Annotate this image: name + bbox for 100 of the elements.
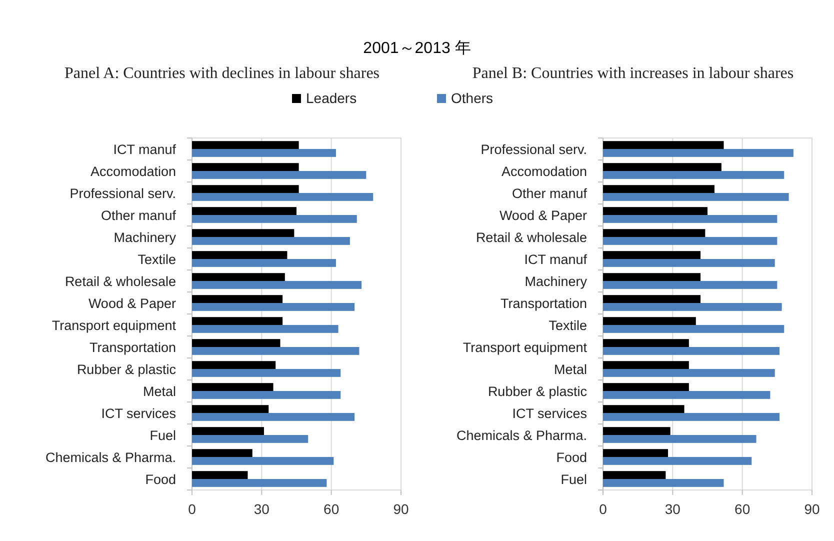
y-tick-label: Textile — [548, 318, 587, 333]
legend-label: Leaders — [306, 90, 357, 106]
bar — [603, 149, 794, 157]
bar — [603, 457, 752, 465]
y-tick-label: ICT services — [512, 406, 588, 421]
y-tick-label: Transport equipment — [462, 340, 588, 355]
bar — [192, 215, 357, 223]
bar — [603, 229, 706, 237]
bar — [192, 251, 288, 259]
bar — [603, 273, 701, 281]
bar — [603, 215, 778, 223]
y-tick-label: Metal — [142, 384, 176, 399]
bar — [192, 163, 299, 171]
y-tick-label: Professional serv. — [70, 186, 176, 201]
bar — [192, 427, 264, 435]
bar — [603, 141, 724, 149]
bar — [192, 141, 299, 149]
y-tick-label: Machinery — [114, 230, 176, 245]
bar — [603, 163, 722, 171]
y-tick-label: Fuel — [150, 428, 176, 443]
y-tick-label: Rubber & plastic — [488, 384, 588, 399]
bar — [192, 273, 285, 281]
y-tick-label: Transportation — [89, 340, 176, 355]
bar — [192, 185, 299, 193]
bar — [192, 237, 350, 245]
bar — [603, 325, 784, 333]
y-tick-label: Wood & Paper — [499, 208, 588, 223]
y-tick-label: Transport equipment — [52, 318, 176, 333]
bar — [192, 391, 341, 399]
bar — [603, 413, 780, 421]
bar — [192, 347, 360, 355]
bar — [192, 149, 336, 157]
bar — [192, 171, 366, 179]
bar — [603, 361, 689, 369]
x-tick-label: 90 — [804, 501, 820, 517]
bar — [603, 251, 701, 259]
bar — [603, 405, 684, 413]
bar — [192, 281, 362, 289]
y-tick-label: Rubber & plastic — [76, 362, 176, 377]
bar — [603, 303, 782, 311]
y-tick-label: ICT manuf — [113, 142, 176, 157]
x-tick-label: 60 — [324, 501, 340, 517]
y-tick-label: Chemicals & Pharma. — [456, 428, 587, 443]
bar — [603, 295, 701, 303]
bar — [192, 457, 334, 465]
y-tick-label: Accomodation — [501, 164, 587, 179]
bar — [192, 303, 355, 311]
bar — [192, 435, 308, 443]
bar — [603, 339, 689, 347]
y-tick-label: Fuel — [560, 472, 587, 487]
bar — [192, 413, 355, 421]
bar — [603, 369, 775, 377]
y-tick-label: Chemicals & Pharma. — [45, 450, 176, 465]
bar — [192, 479, 327, 487]
chart-subtitle: Panel B: Countries with increases in labour shares — [472, 65, 794, 82]
bar — [603, 259, 775, 267]
bar — [603, 383, 689, 391]
bar — [603, 391, 770, 399]
bar — [603, 171, 784, 179]
y-tick-label: Other manuf — [100, 208, 176, 223]
bar — [603, 347, 780, 355]
x-tick-label: 60 — [734, 501, 750, 517]
bar — [192, 295, 283, 303]
bar — [603, 449, 668, 457]
y-tick-label: Textile — [138, 252, 176, 267]
y-tick-label: Food — [145, 472, 176, 487]
y-tick-label: Machinery — [524, 274, 588, 289]
bar — [603, 185, 714, 193]
bar — [603, 237, 778, 245]
bar — [603, 193, 789, 201]
y-tick-label: Wood & Paper — [88, 296, 176, 311]
bar — [192, 207, 296, 215]
y-tick-label: ICT services — [101, 406, 176, 421]
x-tick-label: 90 — [393, 501, 409, 517]
y-tick-label: Other manuf — [512, 186, 588, 201]
bar — [603, 435, 756, 443]
bar — [192, 383, 274, 391]
bar — [192, 361, 276, 369]
bar — [192, 471, 248, 479]
chart-subtitle: Panel A: Countries with declines in labour shares — [64, 65, 380, 82]
y-tick-label: Retail & wholesale — [476, 230, 587, 245]
bar — [603, 281, 778, 289]
bar — [192, 259, 336, 267]
bar — [603, 427, 670, 435]
x-tick-label: 0 — [188, 501, 196, 517]
bar — [192, 405, 269, 413]
bar — [603, 479, 724, 487]
x-tick-label: 30 — [254, 501, 270, 517]
y-tick-label: ICT manuf — [524, 252, 588, 267]
y-tick-label: Accomodation — [90, 164, 176, 179]
bar — [192, 317, 283, 325]
y-tick-label: Metal — [554, 362, 587, 377]
chart-title: 2001～2013 年 — [363, 40, 471, 57]
y-tick-label: Food — [556, 450, 587, 465]
bar — [192, 369, 341, 377]
bar — [192, 449, 252, 457]
bar — [603, 317, 696, 325]
x-tick-label: 30 — [664, 501, 681, 517]
bar — [603, 207, 708, 215]
legend-label: Others — [451, 90, 494, 106]
